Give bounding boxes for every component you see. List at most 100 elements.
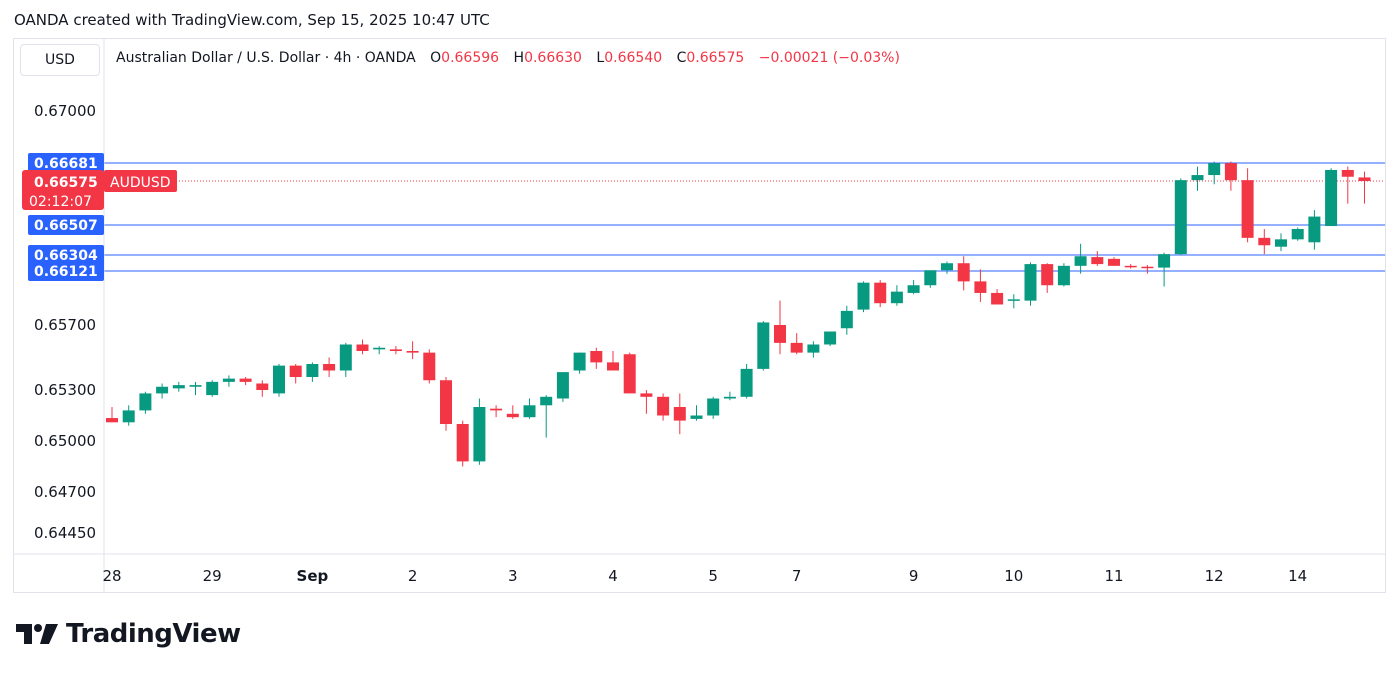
x-tick-label: 28 <box>102 567 121 585</box>
currency-selector[interactable]: USD <box>20 44 100 76</box>
candle <box>890 285 903 306</box>
candle <box>1291 227 1304 241</box>
candle-body <box>890 291 903 304</box>
candle <box>139 391 152 414</box>
candle-body <box>974 281 987 293</box>
candle <box>640 390 653 414</box>
candle <box>1024 262 1037 306</box>
candle <box>222 375 235 387</box>
x-tick-label: 2 <box>408 567 418 585</box>
x-tick-label: 11 <box>1104 567 1123 585</box>
candle-body <box>673 407 686 421</box>
candle-body <box>1074 256 1087 266</box>
candle <box>156 383 169 399</box>
candle-body <box>907 285 920 293</box>
y-tick-label: 0.65000 <box>34 432 96 450</box>
candle <box>1158 252 1171 287</box>
candle-body <box>774 325 786 343</box>
candle <box>840 305 853 335</box>
candle-body <box>306 364 319 377</box>
candle <box>423 349 436 384</box>
candle <box>523 398 536 419</box>
symbol-badge-label: AUDUSD <box>110 175 171 191</box>
candle-body <box>339 344 352 371</box>
candle <box>339 342 352 377</box>
candle <box>924 270 937 288</box>
candle <box>1358 171 1371 204</box>
y-tick-label: 0.67000 <box>34 102 96 120</box>
x-tick-label: 7 <box>792 567 802 585</box>
candle <box>907 280 920 295</box>
candle-body <box>1124 265 1137 268</box>
candle-body <box>1108 258 1120 266</box>
level-price-badge <box>28 215 104 235</box>
x-tick-label: 29 <box>203 567 222 585</box>
candle <box>172 381 185 392</box>
candle-body <box>1158 254 1171 268</box>
level-price-label: 0.66507 <box>34 218 98 234</box>
candle <box>556 372 569 402</box>
x-tick-label: 5 <box>708 567 718 585</box>
candle-body <box>690 415 703 419</box>
close-label: C <box>676 50 687 66</box>
candle <box>456 420 469 467</box>
candle-body <box>723 396 736 399</box>
candle <box>106 407 118 423</box>
x-tick-label: 4 <box>608 567 618 585</box>
candle-body <box>1174 180 1187 255</box>
y-tick-label: 0.65300 <box>34 381 96 399</box>
candle <box>306 362 319 382</box>
low-value: 0.66540 <box>604 50 663 66</box>
candle <box>1241 168 1254 243</box>
candle <box>1091 251 1104 266</box>
candle <box>206 380 219 397</box>
x-tick-label: 14 <box>1288 567 1307 585</box>
level-price-badge <box>28 153 104 173</box>
high-value: 0.66630 <box>524 50 582 66</box>
change-value: −0.00021 (−0.03%) <box>758 50 900 66</box>
candle <box>941 261 953 274</box>
candle-body <box>1091 257 1104 265</box>
candle-body <box>640 393 653 397</box>
candle-body <box>657 396 670 416</box>
candle <box>256 380 269 397</box>
x-tick-label: 9 <box>909 567 919 585</box>
candle-body <box>206 381 219 396</box>
candle-body <box>707 398 720 416</box>
current-price-label: 0.66575 <box>34 175 98 191</box>
tradingview-logo[interactable]: TradingView <box>16 619 241 649</box>
x-tick-label: 12 <box>1205 567 1224 585</box>
candle <box>723 391 736 401</box>
candle <box>1308 210 1321 250</box>
candle-body <box>790 342 803 353</box>
candle-body <box>1341 169 1354 177</box>
candle-body <box>874 282 887 304</box>
candle-body <box>106 418 118 423</box>
candle <box>406 341 419 360</box>
candle <box>790 333 803 355</box>
candle <box>757 321 770 371</box>
open-value: 0.66596 <box>441 50 500 66</box>
candle-body <box>523 405 536 418</box>
candle <box>974 269 987 302</box>
candle-body <box>607 362 619 371</box>
candle-body <box>1291 228 1304 240</box>
chart-frame <box>13 38 1386 593</box>
high-label: H <box>513 50 525 66</box>
candle-body <box>389 349 402 351</box>
candle-body <box>256 383 269 390</box>
x-tick-label: Sep <box>297 567 329 585</box>
candle <box>1041 263 1054 293</box>
candle-body <box>857 282 870 310</box>
candle-body <box>440 380 452 424</box>
candle <box>824 331 837 347</box>
candle-body <box>1057 265 1070 286</box>
close-value: 0.66575 <box>686 50 745 66</box>
candle <box>690 405 703 421</box>
y-tick-label: 0.64700 <box>34 483 96 501</box>
x-tick-label: 10 <box>1004 567 1023 585</box>
candle <box>389 346 402 355</box>
candle-body <box>1007 299 1020 301</box>
tradingview-logo-text: TradingView <box>66 619 241 649</box>
